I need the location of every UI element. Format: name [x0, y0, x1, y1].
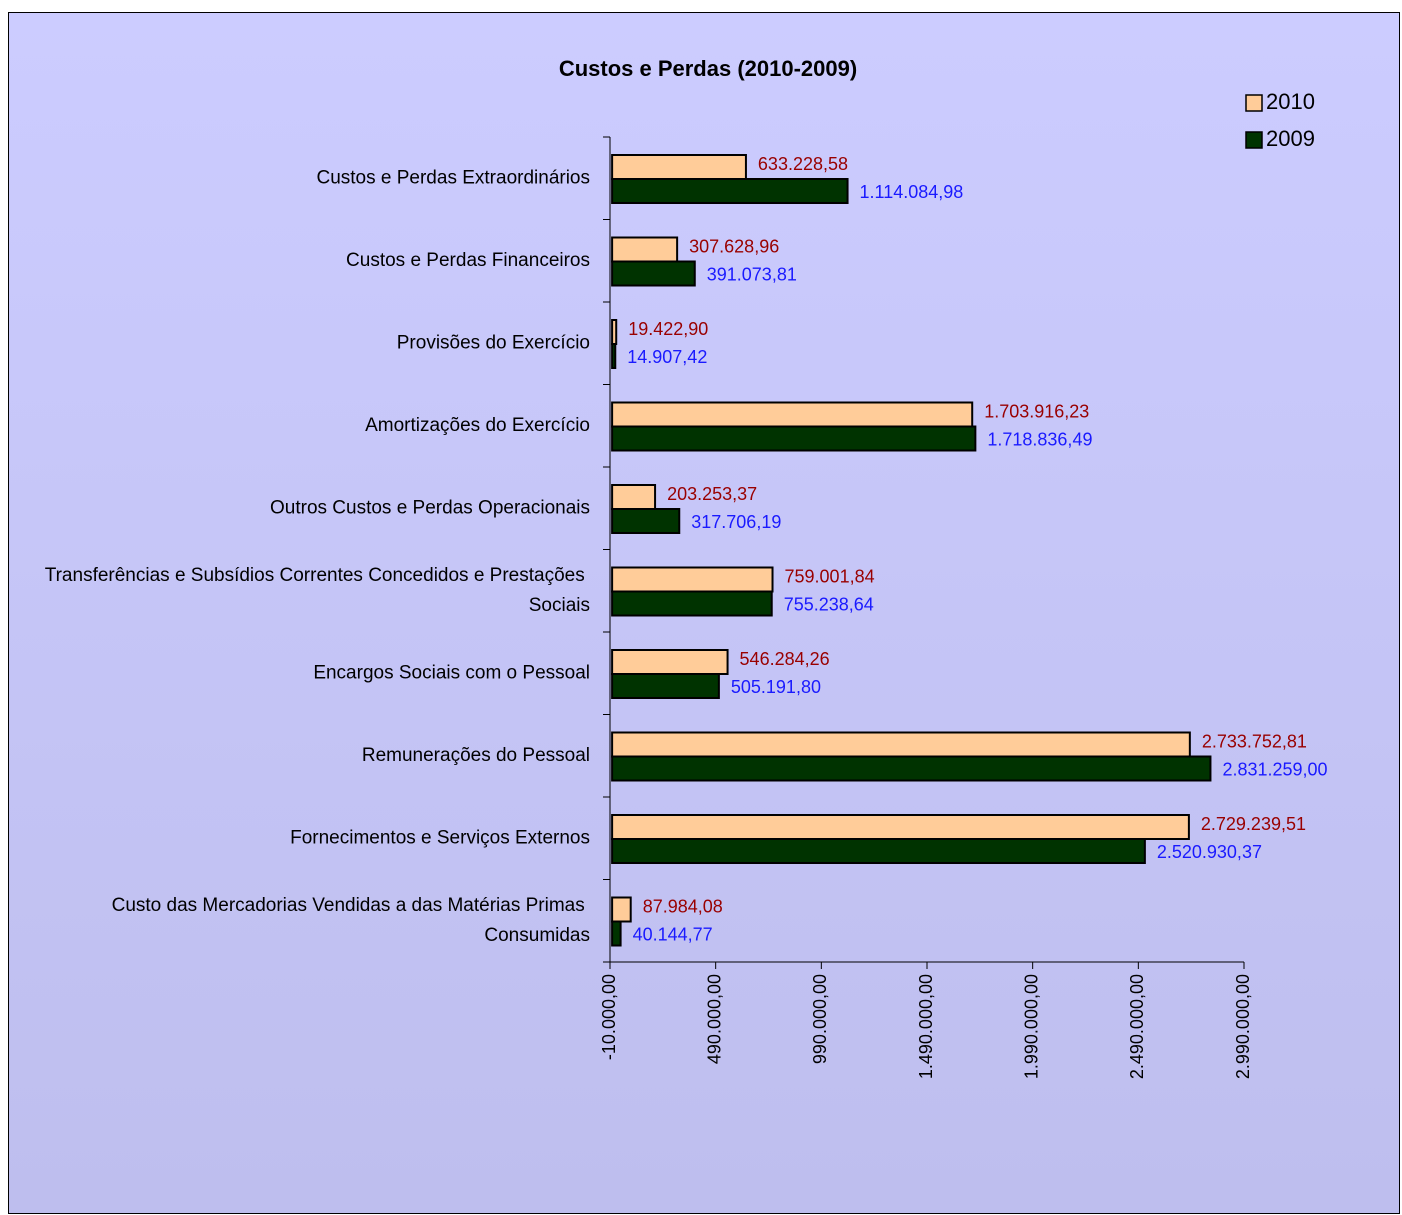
data-label: 1.114.084,98 [860, 182, 964, 202]
y-tick-label: Custos e Perdas Extraordinários [316, 167, 590, 188]
bar [611, 236, 679, 263]
bar [611, 425, 977, 452]
legend-swatch [1245, 94, 1263, 112]
y-tick-label: Custo das Mercadorias Vendidas a das Mat… [112, 895, 590, 946]
data-label: 2.520.930,37 [1157, 842, 1262, 862]
bar [611, 920, 622, 947]
bar [611, 484, 657, 510]
y-tick-label: Custos e Perdas Financeiros [346, 250, 590, 271]
data-label: 1.718.836,49 [987, 429, 1092, 449]
data-label: 2.729.239,51 [1201, 814, 1306, 834]
x-tick-label: 1.990.000,00 [1021, 974, 1041, 1079]
bar [611, 508, 681, 534]
y-tick-label: Amortizações do Exercício [365, 415, 590, 436]
bar [611, 154, 747, 180]
x-tick-label: 490.000,00 [704, 974, 724, 1064]
legend-label: 2009 [1266, 126, 1315, 151]
y-tick-label: Transferências e Subsídios Correntes Con… [45, 565, 590, 616]
data-label: 1.703.916,23 [984, 401, 1089, 421]
y-tick-label: Fornecimentos e Serviços Externos [290, 827, 590, 848]
y-tick-label: Remunerações do Pessoal [362, 745, 590, 766]
data-label: 505.191,80 [731, 677, 821, 697]
bar [611, 178, 849, 204]
legend-swatch [1245, 131, 1263, 149]
x-tick-label: 2.490.000,00 [1127, 974, 1147, 1079]
bar [611, 343, 617, 369]
data-label: 2.831.259,00 [1222, 759, 1327, 779]
data-label: 87.984,08 [643, 896, 723, 916]
bar [611, 401, 974, 428]
data-label: 307.628,96 [689, 236, 779, 256]
data-label: 317.706,19 [691, 512, 781, 532]
data-label: 203.253,37 [667, 484, 757, 504]
data-label: 40.144,77 [633, 924, 713, 944]
y-tick-label: Encargos Sociais com o Pessoal [313, 662, 590, 683]
bar [611, 673, 720, 699]
data-label: 14.907,42 [627, 347, 707, 367]
data-label: 546.284,26 [740, 649, 830, 669]
bar [611, 649, 729, 675]
x-tick-label: 2.990.000,00 [1233, 974, 1253, 1079]
data-label: 755.238,64 [784, 594, 874, 614]
data-label: 2.733.752,81 [1202, 731, 1307, 751]
data-label: 633.228,58 [758, 154, 848, 174]
bar [611, 590, 773, 617]
data-label: 19.422,90 [628, 319, 708, 339]
y-tick-label: Outros Custos e Perdas Operacionais [270, 497, 590, 518]
data-label: 759.001,84 [785, 566, 875, 586]
x-tick-label: -10.000,00 [599, 974, 619, 1060]
bar [611, 755, 1212, 782]
bar [611, 838, 1146, 864]
y-tick-label: Provisões do Exercício [397, 332, 590, 353]
bar [611, 896, 632, 923]
bar [611, 260, 696, 287]
bar [611, 566, 774, 593]
data-label: 391.073,81 [707, 264, 797, 284]
chart-title: Custos e Perdas (2010-2009) [559, 56, 857, 81]
legend-label: 2010 [1266, 89, 1315, 114]
bar [611, 731, 1191, 758]
bar [611, 814, 1190, 840]
x-tick-label: 1.490.000,00 [916, 974, 936, 1079]
x-tick-label: 990.000,00 [810, 974, 830, 1064]
bar [611, 319, 618, 345]
